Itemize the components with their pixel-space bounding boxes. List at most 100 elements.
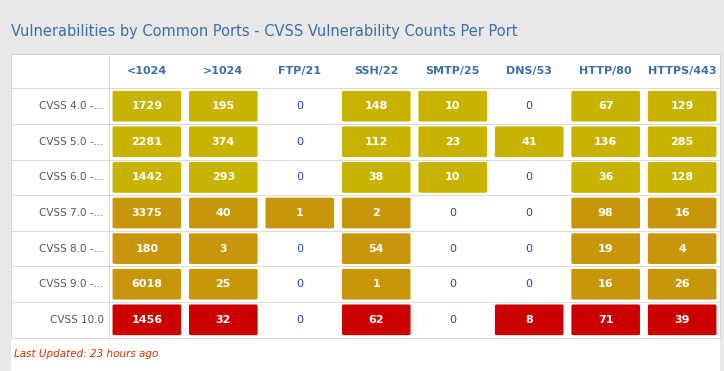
- Text: 23: 23: [445, 137, 460, 147]
- FancyBboxPatch shape: [112, 269, 181, 299]
- FancyBboxPatch shape: [648, 91, 717, 122]
- FancyBboxPatch shape: [189, 269, 258, 299]
- Text: 148: 148: [365, 101, 388, 111]
- Text: 0: 0: [526, 208, 533, 218]
- Text: 0: 0: [526, 244, 533, 254]
- Text: 0: 0: [296, 279, 303, 289]
- Text: 195: 195: [211, 101, 235, 111]
- Text: 39: 39: [674, 315, 690, 325]
- FancyBboxPatch shape: [11, 54, 720, 338]
- Text: 1729: 1729: [131, 101, 162, 111]
- FancyBboxPatch shape: [112, 162, 181, 193]
- Text: 293: 293: [211, 173, 235, 183]
- Text: 0: 0: [449, 208, 456, 218]
- Text: 2: 2: [372, 208, 380, 218]
- Text: 0: 0: [296, 101, 303, 111]
- Text: 0: 0: [449, 315, 456, 325]
- Text: Vulnerabilities by Common Ports - CVSS Vulnerability Counts Per Port: Vulnerabilities by Common Ports - CVSS V…: [11, 24, 518, 39]
- FancyBboxPatch shape: [342, 127, 411, 157]
- FancyBboxPatch shape: [189, 91, 258, 122]
- Text: 0: 0: [296, 173, 303, 183]
- FancyBboxPatch shape: [189, 162, 258, 193]
- FancyBboxPatch shape: [648, 269, 717, 299]
- FancyBboxPatch shape: [648, 233, 717, 264]
- Text: 16: 16: [598, 279, 613, 289]
- Text: SMTP/25: SMTP/25: [426, 66, 480, 76]
- Text: 36: 36: [598, 173, 613, 183]
- Text: >1024: >1024: [203, 66, 243, 76]
- FancyBboxPatch shape: [342, 198, 411, 229]
- FancyBboxPatch shape: [189, 233, 258, 264]
- FancyBboxPatch shape: [648, 198, 717, 229]
- FancyBboxPatch shape: [648, 127, 717, 157]
- Text: HTTPS/443: HTTPS/443: [648, 66, 717, 76]
- Text: FTP/21: FTP/21: [278, 66, 321, 76]
- FancyBboxPatch shape: [571, 198, 640, 229]
- FancyBboxPatch shape: [112, 305, 181, 335]
- Text: CVSS 8.0 -...: CVSS 8.0 -...: [39, 244, 104, 254]
- FancyBboxPatch shape: [571, 305, 640, 335]
- FancyBboxPatch shape: [495, 127, 563, 157]
- FancyBboxPatch shape: [342, 91, 411, 122]
- Text: CVSS 10.0: CVSS 10.0: [50, 315, 104, 325]
- Text: 1: 1: [372, 279, 380, 289]
- Text: 3375: 3375: [132, 208, 162, 218]
- Text: 136: 136: [594, 137, 618, 147]
- Text: <1024: <1024: [127, 66, 167, 76]
- Text: 54: 54: [369, 244, 384, 254]
- FancyBboxPatch shape: [342, 162, 411, 193]
- FancyBboxPatch shape: [648, 162, 717, 193]
- FancyBboxPatch shape: [342, 233, 411, 264]
- Text: 71: 71: [598, 315, 613, 325]
- Text: 129: 129: [670, 101, 694, 111]
- Text: 10: 10: [445, 173, 460, 183]
- Text: 25: 25: [216, 279, 231, 289]
- FancyBboxPatch shape: [418, 91, 487, 122]
- Text: HTTP/80: HTTP/80: [579, 66, 632, 76]
- Text: 128: 128: [670, 173, 694, 183]
- FancyBboxPatch shape: [189, 198, 258, 229]
- Text: 3: 3: [219, 244, 227, 254]
- Text: 1442: 1442: [131, 173, 162, 183]
- Text: 4: 4: [678, 244, 686, 254]
- Text: 41: 41: [521, 137, 537, 147]
- Text: 1456: 1456: [131, 315, 162, 325]
- Text: SSH/22: SSH/22: [354, 66, 398, 76]
- Text: 0: 0: [449, 244, 456, 254]
- Text: 0: 0: [526, 279, 533, 289]
- Text: 98: 98: [598, 208, 613, 218]
- Text: DNS/53: DNS/53: [506, 66, 552, 76]
- Text: 6018: 6018: [131, 279, 162, 289]
- FancyBboxPatch shape: [112, 91, 181, 122]
- FancyBboxPatch shape: [266, 198, 334, 229]
- Text: 67: 67: [598, 101, 613, 111]
- Text: 26: 26: [674, 279, 690, 289]
- Text: 0: 0: [296, 315, 303, 325]
- FancyBboxPatch shape: [495, 305, 563, 335]
- FancyBboxPatch shape: [571, 269, 640, 299]
- Text: CVSS 9.0 -...: CVSS 9.0 -...: [39, 279, 104, 289]
- Text: 0: 0: [296, 137, 303, 147]
- FancyBboxPatch shape: [112, 233, 181, 264]
- Text: 0: 0: [449, 279, 456, 289]
- Text: 40: 40: [216, 208, 231, 218]
- Text: CVSS 5.0 -...: CVSS 5.0 -...: [39, 137, 104, 147]
- FancyBboxPatch shape: [342, 305, 411, 335]
- Text: 32: 32: [216, 315, 231, 325]
- Text: 2281: 2281: [131, 137, 162, 147]
- FancyBboxPatch shape: [571, 233, 640, 264]
- Text: CVSS 7.0 -...: CVSS 7.0 -...: [39, 208, 104, 218]
- Text: 374: 374: [211, 137, 235, 147]
- Text: 112: 112: [365, 137, 388, 147]
- Text: Last Updated: 23 hours ago: Last Updated: 23 hours ago: [14, 349, 159, 359]
- FancyBboxPatch shape: [418, 127, 487, 157]
- Text: CVSS 6.0 -...: CVSS 6.0 -...: [39, 173, 104, 183]
- FancyBboxPatch shape: [571, 127, 640, 157]
- FancyBboxPatch shape: [648, 305, 717, 335]
- FancyBboxPatch shape: [11, 338, 720, 371]
- Text: 16: 16: [674, 208, 690, 218]
- FancyBboxPatch shape: [342, 269, 411, 299]
- FancyBboxPatch shape: [112, 198, 181, 229]
- Text: 62: 62: [369, 315, 384, 325]
- Text: CVSS 4.0 -...: CVSS 4.0 -...: [39, 101, 104, 111]
